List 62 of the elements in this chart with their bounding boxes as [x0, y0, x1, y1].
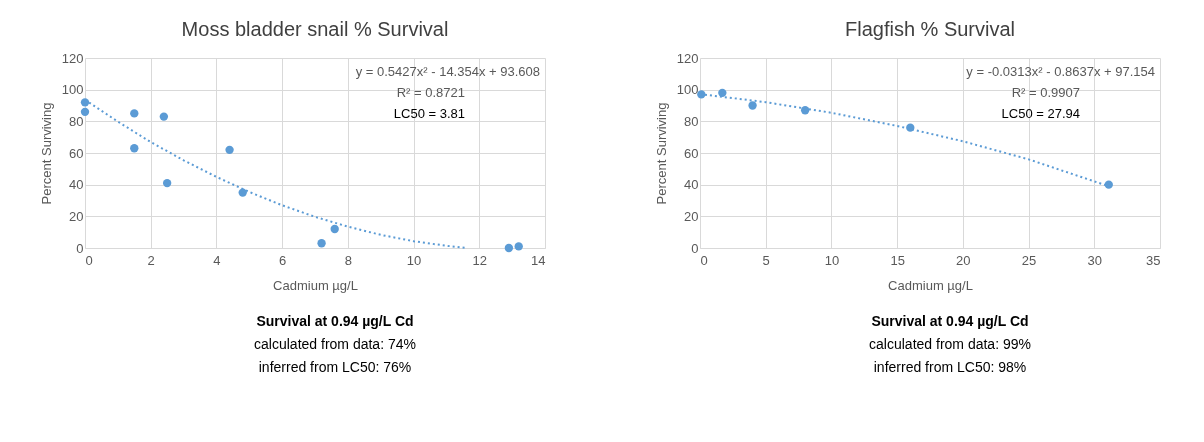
x-axis-title: Cadmium µg/L — [273, 277, 358, 293]
x-tick-label: 35 — [1146, 252, 1161, 268]
y-tick-label: 120 — [61, 50, 84, 66]
point — [225, 145, 234, 155]
x-tick-label: 5 — [762, 252, 770, 268]
x-tick-label: 10 — [406, 252, 422, 268]
point — [1104, 180, 1113, 189]
y-tick-label: 80 — [69, 113, 84, 129]
chart-title: Moss bladder snail % Survival — [181, 18, 449, 40]
point — [130, 109, 139, 118]
point — [330, 224, 339, 234]
text: calculated from data: 99% — [869, 336, 1031, 352]
x-tick-label: 15 — [890, 252, 905, 268]
text: Survival at 0.94 µg/L Cd — [256, 313, 414, 329]
y-tick-label: 60 — [69, 145, 84, 161]
y-tick-label: 100 — [676, 82, 699, 98]
x-tick-label: 8 — [344, 252, 352, 268]
text: inferred from LC50: 76% — [258, 359, 412, 375]
annotation: y = 0.5427x² - 14.354x + 93.608 — [355, 64, 540, 79]
x-tick-label: 20 — [956, 252, 971, 268]
x-tick-label: 2 — [147, 252, 155, 268]
point — [718, 88, 727, 98]
x-axis-title: Cadmium µg/L — [888, 277, 973, 293]
text: calculated from data: 74% — [254, 336, 416, 352]
point — [159, 112, 169, 121]
y-tick-label: 40 — [69, 177, 84, 193]
annotation: R² = 0.9907 — [1011, 85, 1080, 100]
y-axis-title: Percent Surviving — [38, 102, 54, 205]
x-tick-label: 10 — [824, 252, 840, 268]
annotation: R² = 0.8721 — [396, 85, 465, 100]
point — [504, 243, 514, 253]
text: inferred from LC50: 98% — [873, 359, 1027, 375]
annotation: LC50 = 3.81 — [393, 106, 465, 121]
point — [317, 239, 326, 248]
y-tick-label: 0 — [691, 240, 699, 256]
point — [238, 188, 247, 197]
point — [748, 101, 757, 110]
y-tick-label: 20 — [684, 208, 699, 224]
annotation: LC50 = 27.94 — [1001, 106, 1080, 121]
point — [514, 242, 523, 251]
point — [800, 106, 810, 115]
y-tick-label: 40 — [684, 177, 699, 193]
y-tick-label: 0 — [76, 240, 84, 256]
x-tick-label: 4 — [213, 252, 221, 268]
y-tick-label: 100 — [61, 82, 84, 98]
y-axis-title: Percent Surviving — [653, 102, 669, 205]
y-tick-label: 20 — [69, 208, 84, 224]
x-tick-label: 12 — [472, 252, 488, 268]
point — [130, 144, 139, 153]
x-tick-label: 25 — [1021, 252, 1037, 268]
x-tick-label: 14 — [531, 252, 546, 268]
x-tick-label: 6 — [279, 252, 287, 268]
point — [80, 98, 90, 107]
text: Survival at 0.94 µg/L Cd — [871, 313, 1029, 329]
chart-title: Flagfish % Survival — [844, 18, 1016, 40]
y-tick-label: 120 — [676, 50, 699, 66]
y-tick-label: 80 — [684, 113, 699, 129]
y-tick-label: 60 — [684, 145, 699, 161]
annotation: y = -0.0313x² - 0.8637x + 97.154 — [966, 64, 1155, 79]
x-tick-label: 30 — [1087, 252, 1103, 268]
point — [80, 107, 90, 117]
point — [162, 178, 172, 188]
